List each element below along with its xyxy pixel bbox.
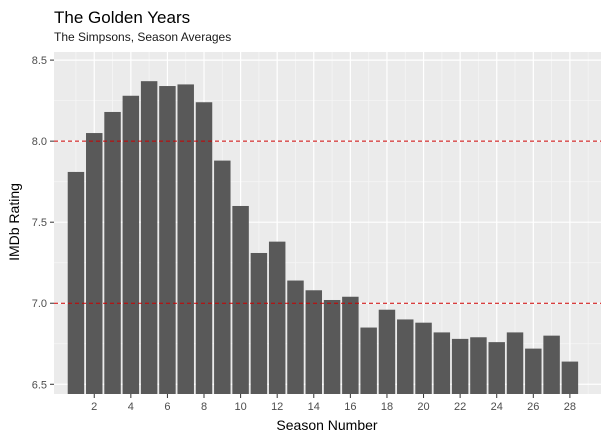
bar-season-11 <box>250 252 268 394</box>
y-axis-title: IMDb Rating <box>6 183 22 261</box>
bar-season-1 <box>67 171 85 394</box>
x-tick-label: 2 <box>91 401 97 413</box>
x-tick-label: 10 <box>234 401 246 413</box>
bar-season-4 <box>122 95 140 394</box>
bar-season-17 <box>360 327 377 394</box>
x-tick-label: 20 <box>417 401 429 413</box>
bar-season-18 <box>378 309 396 394</box>
x-tick-label: 6 <box>164 401 170 413</box>
axes: 6.57.07.58.08.52 4 6 8 10 12 14 16 18 20 22 24 26 28 <box>32 55 576 413</box>
x-tick-label: 12 <box>271 401 283 413</box>
bar-season-25 <box>506 332 524 394</box>
bar-season-23 <box>470 337 487 394</box>
x-tick-label: 18 <box>381 401 393 413</box>
bar-season-15 <box>323 299 341 394</box>
x-tick-label: 16 <box>344 401 356 413</box>
bar-season-20 <box>415 322 432 394</box>
y-tick-label: 8.0 <box>32 136 47 148</box>
y-tick-label: 7.0 <box>32 298 47 310</box>
bar-season-19 <box>397 319 414 394</box>
bar-season-14 <box>305 290 323 394</box>
reference-lines <box>54 140 601 304</box>
y-tick-label: 8.5 <box>32 55 47 67</box>
bar-season-24 <box>488 342 505 394</box>
chart-subtitle: The Simpsons, Season Averages <box>54 30 231 44</box>
x-tick-label: 28 <box>564 401 576 413</box>
bar-season-10 <box>232 205 249 394</box>
bar-season-3 <box>104 111 121 395</box>
bar-season-16 <box>342 296 359 394</box>
bar-season-2 <box>86 133 103 394</box>
bars-layer <box>67 81 579 395</box>
bar-season-12 <box>268 241 286 394</box>
x-tick-label: 14 <box>308 401 320 413</box>
bar-season-7 <box>177 84 194 395</box>
bar-season-26 <box>525 348 542 394</box>
x-tick-label: 4 <box>128 401 134 413</box>
x-tick-label: 8 <box>201 401 207 413</box>
bar-season-9 <box>214 160 231 394</box>
bar-season-13 <box>287 280 304 394</box>
bar-season-22 <box>451 338 469 394</box>
x-axis-title: Season Number <box>276 417 378 433</box>
bar-season-28 <box>561 361 579 394</box>
y-tick-label: 7.5 <box>32 217 47 229</box>
y-tick-label: 6.5 <box>32 379 47 391</box>
chart-title: The Golden Years <box>54 8 190 27</box>
x-tick-label: 26 <box>527 401 539 413</box>
bar-season-6 <box>159 86 176 395</box>
x-tick-label: 24 <box>491 401 503 413</box>
bar-season-5 <box>140 81 158 394</box>
bar-season-27 <box>543 335 560 394</box>
bar-season-21 <box>433 332 451 394</box>
x-tick-label: 22 <box>454 401 466 413</box>
bar-season-8 <box>195 102 213 394</box>
